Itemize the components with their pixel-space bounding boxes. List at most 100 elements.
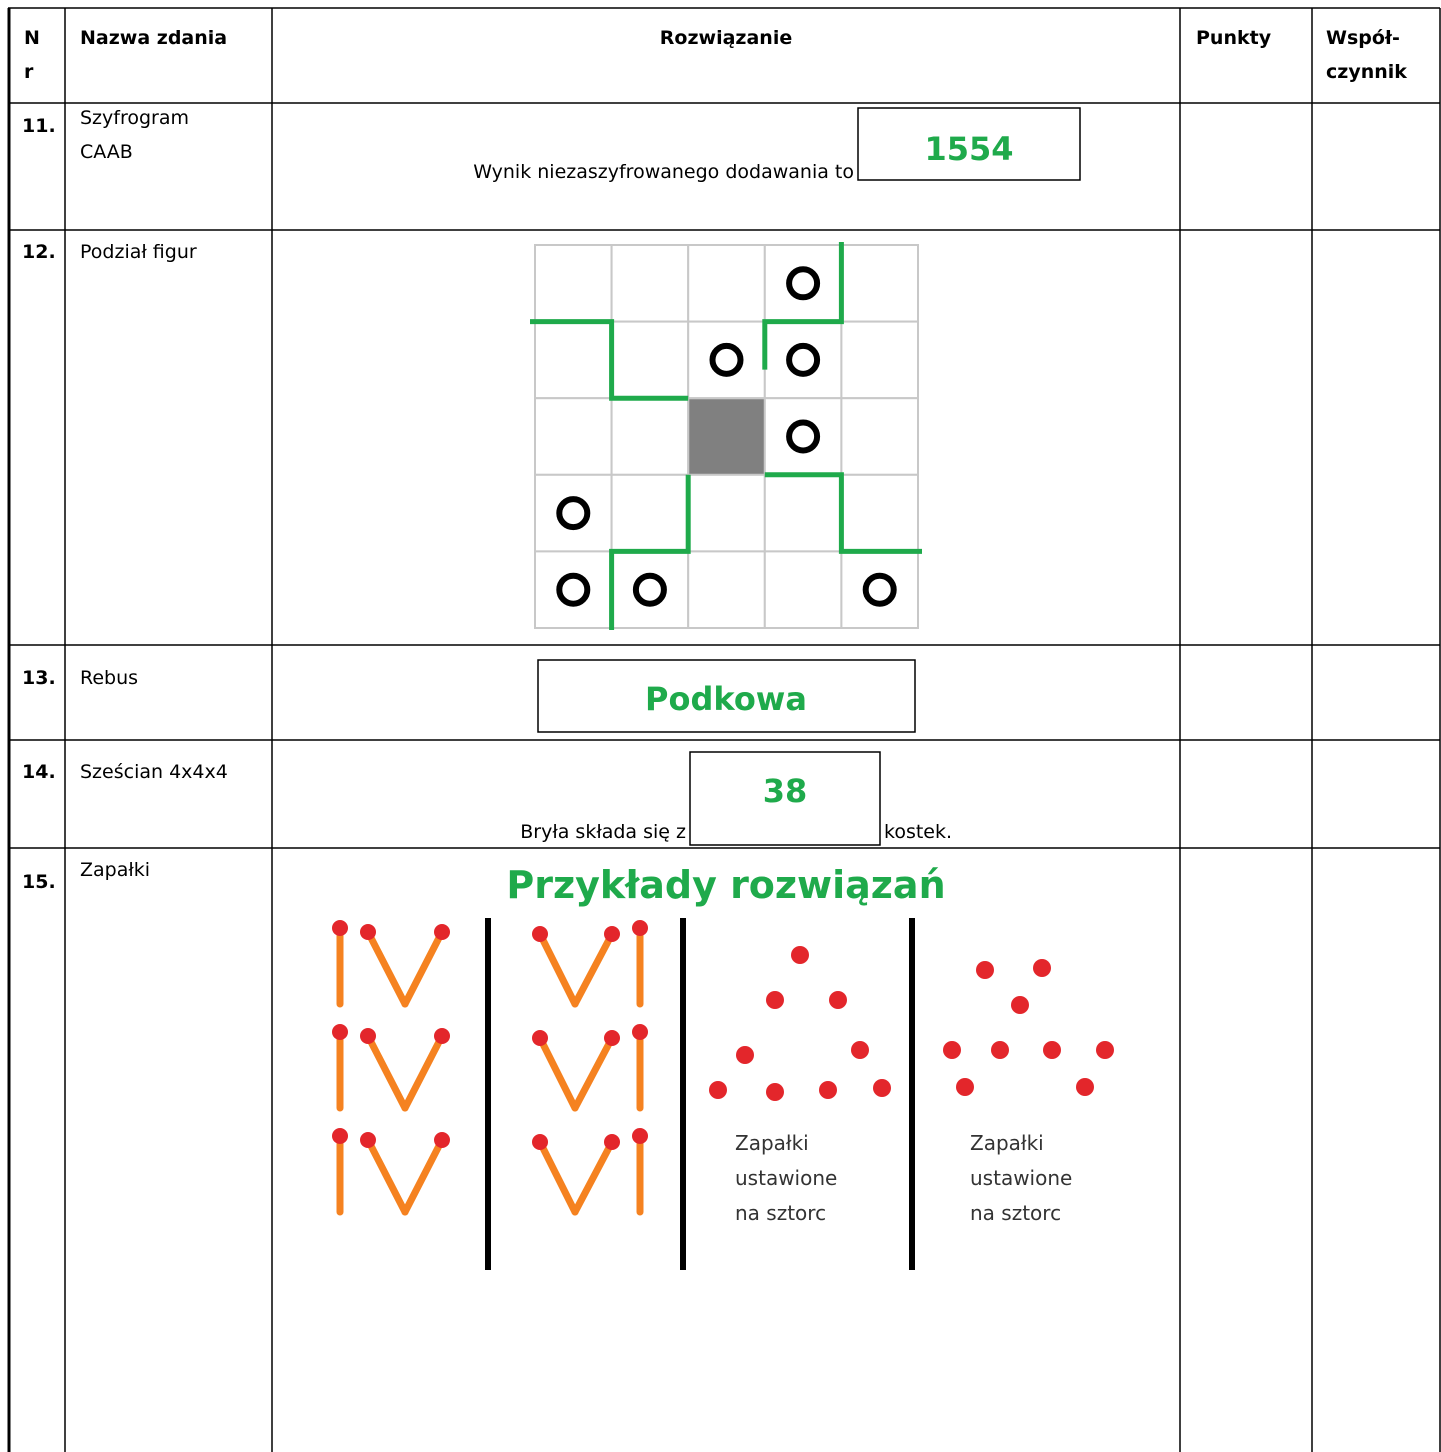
grid-cell (763, 473, 843, 553)
grid-cell (840, 320, 920, 400)
grid-cell (840, 550, 920, 630)
answer: 38 (763, 772, 808, 810)
blocked-cell (689, 399, 764, 474)
header-cell: Rozwiązanie (660, 27, 792, 49)
matchstick (401, 1032, 446, 1112)
answer-box (689, 751, 881, 846)
matchstick (401, 928, 446, 1008)
row-number: 15. (22, 871, 56, 893)
match-head (360, 924, 376, 940)
match-head (332, 1128, 348, 1144)
note: ustawione (735, 1166, 837, 1190)
circle-mark (786, 342, 821, 377)
matchstick (401, 1136, 446, 1216)
task-name: Sześcian 4x4x4 (80, 761, 228, 783)
note: Zapałki (735, 1131, 809, 1155)
grid-cell (610, 320, 690, 400)
matchstick-examples (332, 918, 1114, 1270)
header-cell: Współ- (1326, 27, 1400, 49)
division-line (530, 319, 689, 401)
match-head (604, 926, 620, 942)
match-head (434, 1132, 450, 1148)
note: Zapałki (970, 1131, 1044, 1155)
standing-match (873, 1079, 891, 1097)
puzzle-grid (530, 242, 922, 630)
grid-cell (534, 320, 613, 400)
matchstick (364, 928, 409, 1008)
matchstick (571, 1034, 616, 1112)
separator (485, 918, 491, 1270)
header-cell: r (24, 61, 34, 83)
grid-cell (687, 550, 766, 630)
division-line (609, 474, 691, 630)
grid-cell (840, 244, 920, 323)
solution-title: Przykłady rozwiązań (506, 863, 945, 907)
row-number: 12. (22, 241, 56, 263)
standing-match (791, 946, 809, 964)
grid-cell (610, 244, 690, 323)
matchstick (364, 1136, 409, 1216)
answer: Podkowa (645, 680, 807, 718)
standing-match (851, 1041, 869, 1059)
standing-match (956, 1078, 974, 1096)
standing-match (766, 991, 784, 1009)
solution-text: Wynik niezaszyfrowanego dodawania to (473, 161, 854, 183)
note: na sztorc (970, 1201, 1061, 1225)
standing-match (766, 1083, 784, 1101)
solution-text: Bryła składa się z (520, 821, 686, 843)
circle-mark (556, 572, 591, 607)
row-number: 14. (22, 761, 56, 783)
grid-cell (610, 550, 690, 630)
circle-mark (786, 266, 821, 301)
matchstick (536, 1034, 579, 1112)
grid-cell (687, 320, 766, 400)
standing-match (736, 1046, 754, 1064)
grid-cell (840, 473, 920, 553)
matchstick (571, 930, 616, 1008)
separator (909, 918, 915, 1270)
grid-cell (534, 473, 613, 553)
match-head (332, 920, 348, 936)
standing-match (1043, 1041, 1061, 1059)
header-cell: Punkty (1196, 27, 1272, 49)
grid-cell (763, 244, 843, 323)
note: na sztorc (735, 1201, 826, 1225)
standing-match (1076, 1078, 1094, 1096)
answer: 1554 (924, 130, 1013, 168)
grid-cell (687, 244, 766, 323)
standing-match (709, 1081, 727, 1099)
task-name: Szyfrogram (80, 107, 189, 129)
circle-mark (862, 572, 897, 607)
match-head (632, 1024, 648, 1040)
match-head (360, 1132, 376, 1148)
task-name: Rebus (80, 667, 138, 689)
answer-box (537, 659, 916, 733)
note: ustawione (970, 1166, 1072, 1190)
standing-match (991, 1041, 1009, 1059)
task-name: CAAB (80, 141, 133, 163)
match-head (332, 1024, 348, 1040)
table-grid (7, 7, 1441, 1452)
matchstick (536, 1138, 579, 1216)
circle-mark (632, 572, 667, 607)
match-head (434, 924, 450, 940)
match-head (532, 1134, 548, 1150)
grid-cell (534, 397, 613, 476)
match-head (632, 920, 648, 936)
matchstick (571, 1138, 616, 1216)
match-head (604, 1030, 620, 1046)
standing-match (819, 1081, 837, 1099)
matchstick (536, 930, 579, 1008)
answer-box (857, 107, 1081, 181)
grid-cell (610, 473, 690, 553)
task-name: Podział figur (80, 241, 197, 263)
grid-cell (840, 397, 920, 476)
grid-cell (763, 397, 843, 476)
row-number: 11. (22, 115, 56, 137)
grid-cell (763, 550, 843, 630)
grid-cell (534, 244, 613, 323)
solution-text: kostek. (884, 821, 952, 843)
circle-mark (709, 342, 744, 377)
match-head (604, 1134, 620, 1150)
row-number: 13. (22, 667, 56, 689)
